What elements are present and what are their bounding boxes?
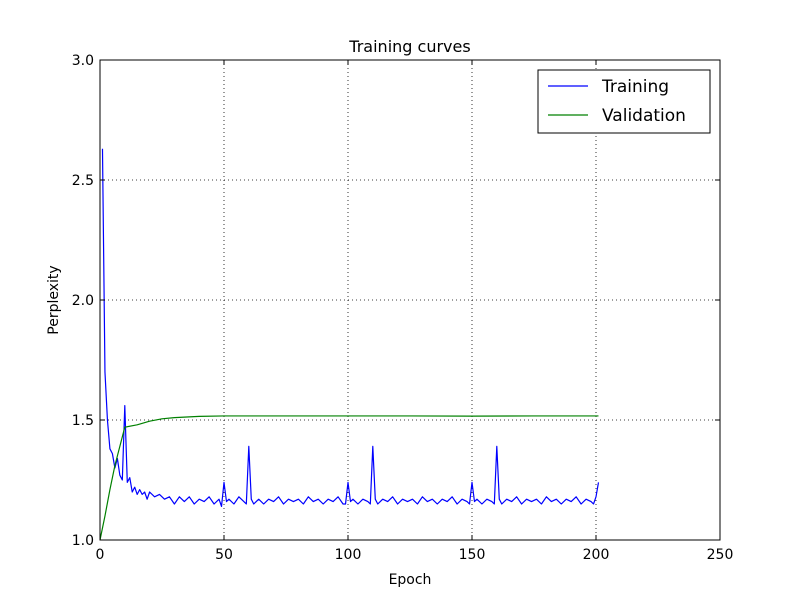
- legend-label-training: Training: [601, 77, 669, 97]
- x-tick-label: 0: [96, 547, 105, 563]
- series-line-validation: [100, 415, 599, 540]
- y-tick-label: 2.5: [72, 173, 94, 189]
- x-tick-label: 50: [215, 547, 233, 563]
- ticks: 0 50 100 150 200 250 1.0 1.5 2.0 2.5 3.0: [72, 53, 734, 563]
- x-tick-label: 250: [707, 547, 734, 563]
- y-tick-label: 3.0: [72, 53, 94, 69]
- y-axis-label: Perplexity: [46, 265, 62, 334]
- series-group: [100, 148, 600, 540]
- series-line-training: [101, 148, 600, 507]
- x-tick-label: 100: [335, 547, 362, 563]
- legend-box: [537, 69, 711, 134]
- y-tick-label: 1.5: [72, 413, 94, 429]
- y-tick-label: 2.0: [72, 293, 94, 309]
- legend: Training Validation: [537, 69, 711, 134]
- x-tick-label: 200: [583, 547, 610, 563]
- x-axis-label: Epoch: [389, 572, 432, 588]
- x-tick-label: 150: [459, 547, 486, 563]
- legend-label-validation: Validation: [602, 106, 686, 126]
- chart-title: Training curves: [348, 37, 470, 56]
- y-tick-label: 1.0: [72, 533, 94, 549]
